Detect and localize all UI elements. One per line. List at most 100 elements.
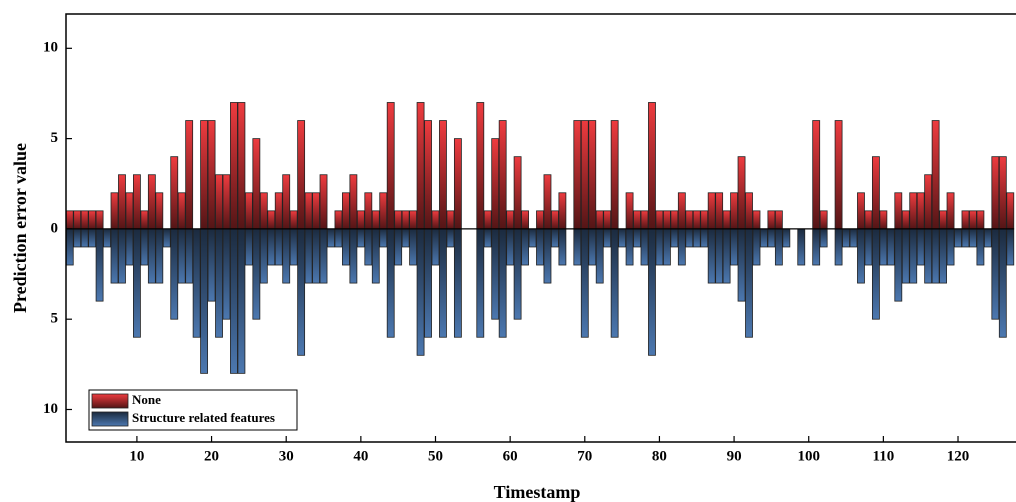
bar xyxy=(625,192,634,230)
bar xyxy=(692,228,701,248)
bar xyxy=(752,210,761,230)
x-tick-label: 50 xyxy=(428,448,443,464)
bar xyxy=(991,228,1000,320)
x-tick-label: 60 xyxy=(503,448,518,464)
bar xyxy=(700,210,709,230)
bar xyxy=(95,210,104,230)
bar xyxy=(842,228,850,248)
bar xyxy=(655,210,664,230)
bar xyxy=(304,228,313,284)
bar xyxy=(215,174,223,230)
bar xyxy=(610,120,619,230)
bar xyxy=(200,228,209,374)
bar xyxy=(431,210,440,230)
bar xyxy=(140,228,149,266)
bar xyxy=(453,138,462,230)
bar xyxy=(998,156,1007,230)
bar xyxy=(118,174,126,230)
bar xyxy=(207,120,216,230)
bar xyxy=(334,228,343,248)
bar xyxy=(722,210,731,230)
bar xyxy=(849,228,858,248)
bar xyxy=(125,192,134,230)
bar xyxy=(364,228,373,266)
bar xyxy=(267,228,276,266)
bar xyxy=(140,210,149,230)
bar xyxy=(909,192,918,230)
bar xyxy=(946,228,955,266)
bar xyxy=(580,228,589,338)
bar xyxy=(498,228,507,338)
bar xyxy=(573,228,582,266)
y-axis-title: Prediction error value xyxy=(10,143,30,313)
bar xyxy=(349,174,358,230)
bar xyxy=(924,228,933,284)
bar xyxy=(185,120,194,230)
bar xyxy=(356,210,365,230)
bar xyxy=(551,228,559,248)
bar xyxy=(551,210,559,230)
bar xyxy=(685,228,694,248)
bar xyxy=(580,120,589,230)
bar xyxy=(737,228,746,302)
bar xyxy=(506,228,515,266)
bar xyxy=(536,210,544,230)
bar xyxy=(655,228,664,266)
bar xyxy=(871,228,880,320)
bar xyxy=(767,210,776,230)
x-tick-label: 20 xyxy=(204,448,219,464)
bar xyxy=(909,228,918,284)
bar xyxy=(603,228,612,248)
bar xyxy=(230,228,238,374)
bar xyxy=(961,228,970,248)
bar xyxy=(715,228,724,284)
legend: None Structure related features xyxy=(88,389,298,431)
bar xyxy=(916,228,925,266)
bar xyxy=(185,228,194,284)
bar xyxy=(356,228,365,248)
bar xyxy=(670,228,679,248)
bar xyxy=(424,120,432,230)
bar xyxy=(222,174,231,230)
bar xyxy=(327,228,335,248)
bar xyxy=(595,228,604,284)
bar xyxy=(558,192,567,230)
bar xyxy=(498,120,507,230)
bar xyxy=(797,228,806,266)
bar xyxy=(65,210,74,230)
bar xyxy=(170,228,179,320)
bar xyxy=(349,228,358,284)
bar xyxy=(282,174,291,230)
bar xyxy=(237,228,246,374)
bar xyxy=(543,228,552,284)
bar xyxy=(334,210,343,230)
bar xyxy=(901,228,910,284)
y-tick-label: 5 xyxy=(51,130,59,146)
bar xyxy=(767,228,776,248)
bar xyxy=(648,228,656,356)
bar xyxy=(834,120,843,230)
x-tick-label: 80 xyxy=(652,448,667,464)
bar xyxy=(476,228,485,338)
bar xyxy=(782,228,791,248)
bar xyxy=(969,228,977,248)
bar xyxy=(446,228,455,248)
x-tick-label: 30 xyxy=(279,448,294,464)
bar xyxy=(252,138,261,230)
bar xyxy=(528,228,537,248)
bar xyxy=(177,228,186,284)
bar xyxy=(939,210,947,230)
bar xyxy=(312,192,320,230)
bar xyxy=(983,228,992,248)
bar xyxy=(931,120,940,230)
bar xyxy=(155,192,164,230)
bar xyxy=(342,228,350,266)
bar xyxy=(1006,228,1015,266)
bar xyxy=(633,210,641,230)
bar xyxy=(879,210,888,230)
bar xyxy=(834,228,843,266)
x-tick-label: 10 xyxy=(129,448,144,464)
bar xyxy=(118,228,126,284)
bar xyxy=(625,228,634,266)
